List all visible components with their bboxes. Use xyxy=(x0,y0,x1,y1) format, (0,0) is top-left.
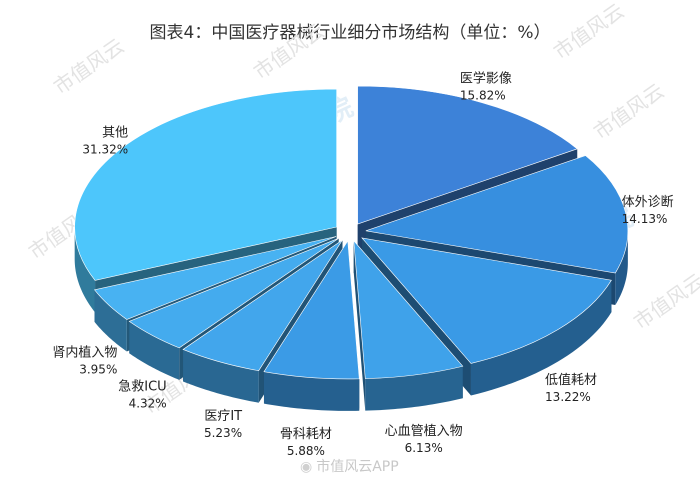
watermark-bottom: ◉ 市值风云APP xyxy=(300,456,399,476)
weibo-icon: ◉ xyxy=(300,459,313,475)
slice-value-label: 13.22% xyxy=(545,390,591,404)
chart-title: 图表4：中国医疗器械行业细分市场结构（单位：%） xyxy=(149,23,551,43)
slice-label: 低值耗材 xyxy=(545,372,597,388)
pie-slice xyxy=(353,239,464,379)
watermark-text: 市值风云 xyxy=(589,79,668,145)
pie-slice-side xyxy=(183,349,259,403)
pie-slice-wall xyxy=(353,240,366,411)
pie-slice xyxy=(263,240,360,380)
slice-value-label: 5.23% xyxy=(204,426,242,440)
slice-value-label: 3.95% xyxy=(79,362,117,376)
slice-label: 骨科耗材 xyxy=(280,427,332,442)
pie-slice xyxy=(182,239,343,372)
slice-value-label: 5.88% xyxy=(287,444,325,458)
slice-label: 心血管植入物 xyxy=(385,424,463,439)
pie-slice-group xyxy=(353,239,464,411)
watermark-text: 市值风云 xyxy=(49,34,128,100)
slice-label: 肾内植入物 xyxy=(52,344,117,360)
pie-layer xyxy=(74,85,629,411)
watermark-text: 市值风云 xyxy=(549,0,628,64)
pie-slice-side xyxy=(615,230,628,306)
pie-slice-side xyxy=(94,289,127,352)
pie-slice xyxy=(361,237,612,364)
slice-value-label: 6.13% xyxy=(405,441,443,455)
slice-label: 其他 xyxy=(102,125,128,140)
slice-value-label: 31.32% xyxy=(82,142,128,156)
pie-slice-side xyxy=(74,227,96,313)
watermark-bottom-text: 市值风云APP xyxy=(316,459,399,475)
slice-value-label: 4.32% xyxy=(129,397,167,411)
pie-slice-group xyxy=(263,240,360,411)
slice-value-label: 14.13% xyxy=(622,212,668,226)
slice-label: 急救ICU xyxy=(118,379,166,395)
pie-slice xyxy=(93,236,337,320)
watermark-text: 市值风云 xyxy=(249,19,328,85)
pie-slice-side xyxy=(365,366,463,411)
pie-slice-side xyxy=(263,371,360,411)
slice-label: 医学影像 xyxy=(460,70,512,86)
slice-label: 体外诊断 xyxy=(622,195,674,210)
pie-slice xyxy=(365,155,629,274)
pie-slice xyxy=(357,85,578,225)
slice-label: 医疗IT xyxy=(204,409,242,424)
slice-value-label: 15.82% xyxy=(460,88,506,102)
watermark-text: 市值风云 xyxy=(629,269,700,335)
pie-slice-side xyxy=(129,321,180,380)
pie-slice xyxy=(128,238,339,349)
label-layer: 医学影像 15.82% 体外诊断 14.13% 低值耗材 13.22% 心血管植入物 6.13… xyxy=(52,70,673,458)
pie-slice-side xyxy=(470,280,612,396)
pie-slice xyxy=(74,88,337,281)
